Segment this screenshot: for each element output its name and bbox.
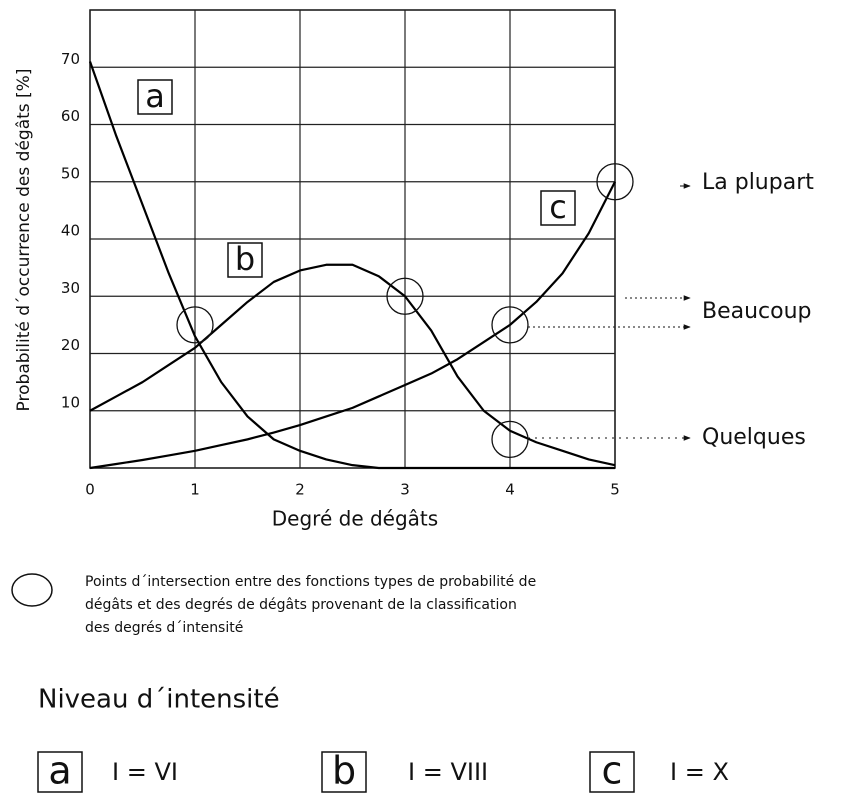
x-tick-label: 3 (400, 481, 410, 499)
series-label-box (540, 190, 576, 226)
letter-box (37, 751, 83, 793)
y-axis-label: Probabilité d´occurrence des dégâts [%] (14, 69, 34, 412)
legend-note: des degrés d´intensité (85, 620, 243, 636)
intersection-circle (596, 163, 634, 201)
series-label: a (145, 77, 165, 115)
series-label-box (137, 79, 173, 115)
intensity-label: I = VIII (408, 758, 488, 786)
intensity-title: Niveau d´intensité (38, 685, 280, 715)
letter-box (321, 751, 367, 793)
x-tick-label: 2 (295, 481, 305, 499)
intersection-circle (176, 306, 214, 344)
y-tick-label: 60 (61, 107, 80, 125)
series-label-box (227, 242, 263, 278)
x-tick-label: 0 (85, 481, 95, 499)
series-line (88, 61, 615, 470)
y-tick-label: 10 (61, 393, 80, 411)
intersection-circle (491, 420, 529, 459)
intensity-label: I = X (670, 758, 729, 786)
intensity-label: I = VI (112, 758, 178, 786)
annotation: Beaucoup (702, 299, 812, 324)
legend-note: dégâts et des degrés de dégâts provenant… (85, 597, 517, 613)
annotation: Quelques (702, 425, 806, 450)
x-tick-label: 5 (610, 481, 620, 499)
letter: c (602, 749, 623, 793)
x-tick-label: 1 (190, 481, 200, 499)
y-tick-label: 50 (61, 164, 80, 182)
series-line (89, 263, 616, 467)
y-tick-label: 20 (61, 336, 80, 354)
legend-note: Points d´intersection entre des fonction… (85, 574, 536, 590)
y-tick-label: 40 (61, 222, 80, 240)
x-tick-label: 4 (505, 481, 515, 499)
letter: b (332, 749, 356, 793)
series-label: b (235, 240, 255, 278)
series-label: c (549, 188, 567, 226)
intersection-circle (491, 306, 529, 344)
x-axis-label: Degré de dégâts (272, 507, 438, 531)
y-tick-label: 30 (61, 279, 80, 297)
y-tick-label: 70 (61, 50, 80, 68)
intersection-circle (386, 277, 424, 315)
letter: a (48, 749, 71, 793)
letter-box (589, 751, 635, 793)
series-line (89, 181, 616, 470)
legend-circle (11, 573, 53, 607)
annotation: La plupart (702, 170, 814, 195)
